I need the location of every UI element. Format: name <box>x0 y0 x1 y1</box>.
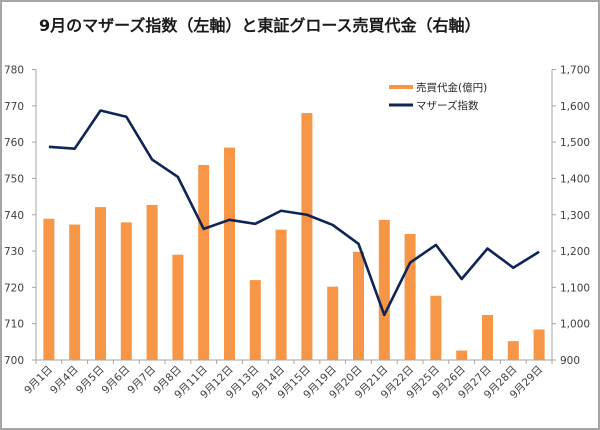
right-tick-label: 1,300 <box>560 210 590 222</box>
bar-4 <box>120 222 132 360</box>
right-tick-label: 1,700 <box>560 65 590 77</box>
x-tick-label: 9月6日 <box>100 364 133 397</box>
left-tick-label: 730 <box>4 246 24 258</box>
left-tick-label: 740 <box>4 210 24 222</box>
right-tick-label: 900 <box>560 355 580 367</box>
left-tick-label: 780 <box>4 65 24 77</box>
bar-6 <box>172 254 184 360</box>
axes: 700 710 720 730 740 750 760 770 780 900 1,000 1,100… <box>4 65 590 368</box>
bar-20 <box>533 329 545 360</box>
left-tick-label: 760 <box>4 137 24 149</box>
mothers-index-line <box>48 109 540 317</box>
left-tick-label: 750 <box>4 173 24 185</box>
bar-series <box>43 113 545 360</box>
right-tick-label: 1,500 <box>560 137 590 149</box>
bar-13 <box>353 251 364 360</box>
bar-1 <box>43 218 55 360</box>
line-series <box>48 109 540 317</box>
right-tick-label: 1,000 <box>560 319 590 331</box>
x-tick-label: 9月4日 <box>48 364 81 397</box>
right-tick-label: 1,400 <box>560 173 590 185</box>
bar-9 <box>249 280 261 360</box>
chart-title: 9月のマザーズ指数（左軸）と東証グロース売買代金（右軸） <box>39 16 481 35</box>
bar-17 <box>456 350 468 360</box>
bar-11 <box>301 113 313 360</box>
legend-label-trading-value: 売買代金(億円) <box>416 81 487 94</box>
left-tick-label: 720 <box>4 282 24 294</box>
legend-label-mothers-index: マザーズ指数 <box>416 99 479 112</box>
bar-16 <box>430 295 442 360</box>
bar-19 <box>507 341 519 360</box>
bar-18 <box>482 314 493 360</box>
x-tick-label: 9月1日 <box>22 364 55 397</box>
bar-14 <box>378 219 390 360</box>
bar-3 <box>95 207 106 360</box>
left-tick-label: 700 <box>4 355 24 367</box>
left-tick-label: 770 <box>4 101 24 113</box>
right-tick-label: 1,100 <box>560 282 590 294</box>
x-tick-label: 9月5日 <box>74 364 107 397</box>
bar-8 <box>224 147 235 360</box>
bar-12 <box>327 286 339 360</box>
left-tick-label: 710 <box>4 319 24 331</box>
right-tick-label: 1,200 <box>560 246 590 258</box>
bar-10 <box>275 229 287 360</box>
bar-7 <box>198 165 210 360</box>
bar-5 <box>146 204 158 360</box>
right-tick-label: 1,600 <box>560 101 590 113</box>
x-tick-labels: 9月1日9月4日9月5日9月6日9月7日9月8日9月11日9月12日9月13日9… <box>22 364 545 402</box>
bar-15 <box>404 233 416 360</box>
x-tick-label: 9月7日 <box>125 364 158 397</box>
legend: 売買代金(億円) マザーズ指数 <box>389 81 487 112</box>
bar-2 <box>69 224 81 360</box>
